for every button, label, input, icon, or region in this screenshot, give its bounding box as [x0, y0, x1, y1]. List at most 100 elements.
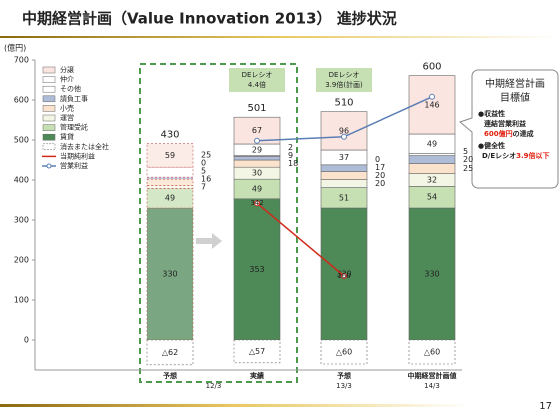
negative-segment — [233, 339, 281, 364]
legend-label: 運営 — [60, 113, 74, 122]
total-label: 430 — [160, 130, 179, 141]
y-axis-label: (億円) — [4, 43, 26, 53]
callout-text: D/Eレシオ — [482, 152, 516, 160]
negative-label: △62 — [162, 348, 178, 357]
segment-label: 67 — [252, 126, 262, 135]
legend-swatch — [42, 105, 56, 112]
bar-segment — [320, 171, 368, 180]
annotation-text: 3.9倍(計画) — [325, 80, 363, 89]
group-label: 14/3 — [424, 382, 440, 390]
legend-label: 賃貸 — [60, 132, 74, 141]
group-label: 13/3 — [336, 382, 352, 390]
actual-frame — [139, 63, 298, 383]
annotation-text: 4.4倍 — [248, 80, 266, 89]
legend-label: 小売 — [60, 103, 74, 112]
negative-segment — [146, 339, 194, 366]
legend-label: 請負工事 — [60, 94, 88, 103]
segment-label: 330 — [162, 270, 177, 279]
callout-title: 中期経営計画 — [485, 77, 545, 90]
legend-swatch — [42, 124, 56, 131]
segment-label: 9 — [288, 151, 293, 160]
bar-segment — [408, 163, 456, 174]
y-tick-label: 600 — [14, 96, 29, 105]
annotation-title: DEレシオ — [329, 71, 360, 79]
segment-label: 25 — [201, 151, 211, 160]
legend-label: 営業利益 — [60, 161, 88, 170]
segment-label: 5 — [463, 147, 468, 156]
segment-label: 54 — [427, 193, 437, 202]
line-label: 342 — [250, 199, 263, 207]
legend-label: 分譲 — [60, 65, 74, 74]
segment-label: 59 — [165, 151, 175, 160]
segment-label: 353 — [249, 265, 264, 274]
callout-line: D/Eレシオ3.9倍以下 — [482, 151, 550, 160]
segment-label: 20 — [375, 171, 385, 180]
segment-label: 5 — [201, 167, 206, 176]
legend-swatch — [42, 114, 56, 122]
line-point — [254, 200, 260, 207]
callout-line: 連結営業利益 — [484, 119, 526, 128]
segment-label: 146 — [424, 100, 439, 109]
y-tick-label: 200 — [14, 256, 29, 265]
bar-segment — [408, 153, 456, 156]
segment-label: 2 — [288, 143, 293, 152]
x-tick-label: 中期経営計画値 — [408, 371, 457, 380]
x-tick-label: 予想 — [337, 371, 351, 380]
y-tick-label: 300 — [14, 216, 29, 225]
line-point — [341, 273, 347, 279]
segment-label: 18 — [288, 159, 298, 168]
footer-rule — [0, 404, 470, 407]
bar-segment — [408, 75, 456, 135]
title-rule — [0, 36, 560, 38]
legend-label: 消去または全社 — [60, 142, 109, 151]
bar-segment — [146, 188, 194, 209]
segment-label: 96 — [339, 126, 349, 135]
segment-label: 29 — [252, 145, 262, 154]
bar-segment — [146, 176, 194, 180]
negative-label: △60 — [424, 348, 440, 357]
callout-text: の達成 — [513, 129, 534, 138]
callout-item: ●健全性 — [478, 141, 505, 150]
bar-segment — [320, 179, 368, 188]
y-tick-label: 100 — [14, 296, 29, 305]
segment-label: 20 — [463, 155, 473, 164]
line-point — [254, 137, 260, 144]
negative-segment — [408, 339, 456, 365]
segment-label: 49 — [252, 185, 262, 194]
callout-line: 600億円の達成 — [484, 129, 534, 138]
legend-label: 当期純利益 — [60, 151, 95, 160]
legend-swatch — [42, 66, 56, 74]
segment-label: 17 — [375, 163, 385, 172]
legend-swatch — [42, 143, 56, 151]
bar-segment — [146, 178, 194, 186]
line-point — [341, 133, 347, 140]
total-label: 510 — [334, 98, 353, 109]
annotation-box — [229, 68, 285, 92]
bar-segment — [146, 185, 194, 189]
legend-swatch — [42, 85, 56, 93]
bar-segment — [233, 159, 281, 168]
negative-label: △60 — [336, 348, 352, 357]
segment-label: 49 — [427, 139, 437, 148]
segment-label: 32 — [427, 176, 437, 185]
slide-title: 中期経営計画（Value Innovation 2013） 進捗状況 — [22, 10, 397, 28]
legend-swatch — [46, 163, 52, 169]
x-tick-label: 予想 — [163, 371, 177, 380]
segment-label: 25 — [463, 164, 473, 173]
callout-item: ●収益性 — [478, 109, 505, 118]
negative-segment — [320, 339, 368, 365]
bar-segment — [320, 164, 368, 172]
group-label: 12/3 — [206, 382, 222, 390]
callout: 中期経営計画 目標値 ●収益性 連結営業利益 600億円の達成 ●健全性 D/E… — [458, 69, 559, 189]
bar-segment — [408, 155, 456, 164]
legend-label: 仲介 — [60, 75, 74, 84]
line-series — [256, 202, 345, 277]
y-tick-label: 500 — [14, 136, 29, 145]
callout-box — [458, 69, 559, 189]
callout-red: 3.9倍以下 — [516, 151, 549, 160]
y-tick-label: 400 — [14, 176, 29, 185]
y-tick-label: 700 — [14, 56, 29, 65]
page-number: 17 — [539, 401, 552, 412]
annotation-title: DEレシオ — [242, 71, 273, 79]
